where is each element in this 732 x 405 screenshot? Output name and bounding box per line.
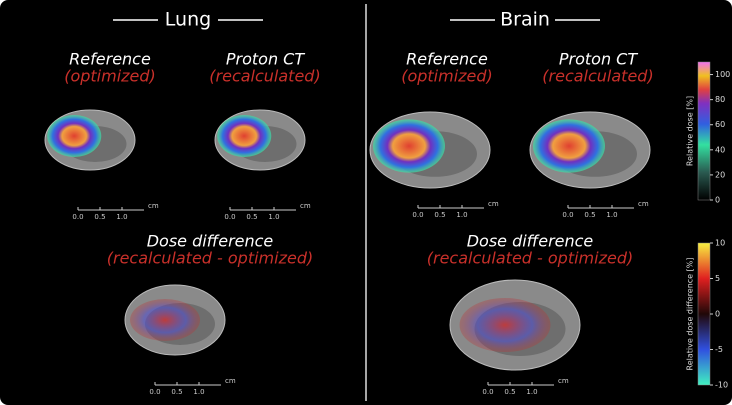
scale-label: 0.0	[482, 388, 493, 396]
scale-label: 0.5	[504, 388, 515, 396]
colorbar-tick-label: 0	[715, 310, 720, 319]
colorbar-tick-label: 10	[715, 239, 725, 248]
dose-overlay	[47, 115, 102, 157]
scale-label: 0.0	[72, 213, 83, 221]
image-subtitle: (optimized)	[401, 67, 493, 86]
image-title: Proton CT	[226, 50, 305, 69]
image-title: Dose difference	[147, 232, 274, 251]
colorbar-tick-label: 20	[715, 170, 725, 179]
scale-label: 0.0	[562, 211, 573, 219]
scale-label: 0.5	[584, 211, 595, 219]
scale-unit: cm	[148, 202, 159, 210]
scale-label: 1.0	[606, 211, 617, 219]
colorbar-tick-label: -5	[715, 345, 723, 354]
scale-label: 0.5	[171, 388, 182, 396]
scale-unit: cm	[300, 202, 311, 210]
dose-diff-overlay	[130, 299, 200, 341]
image-subtitle: (recalculated)	[542, 67, 653, 86]
scale-unit: cm	[488, 200, 499, 208]
scale-label: 0.0	[149, 388, 160, 396]
scale-label: 0.5	[246, 213, 257, 221]
colorbar-tick-label: 60	[715, 120, 725, 129]
colorbar	[697, 242, 711, 386]
image-subtitle: (recalculated - optimized)	[427, 249, 633, 268]
scale-label: 1.0	[193, 388, 204, 396]
colorbar-label: Relative dose [%]	[686, 96, 695, 166]
dose-overlay	[217, 115, 272, 157]
panel-title: Lung	[165, 9, 211, 31]
scale-label: 1.0	[456, 211, 467, 219]
scale-label: 1.0	[268, 213, 279, 221]
image-subtitle: (recalculated)	[209, 67, 320, 86]
image-title: Proton CT	[559, 50, 638, 69]
colorbar-tick-label: 40	[715, 145, 725, 154]
scale-unit: cm	[638, 200, 649, 208]
scale-label: 0.0	[412, 211, 423, 219]
image-title: Reference	[69, 50, 151, 69]
scale-label: 0.5	[434, 211, 445, 219]
image-title: Dose difference	[467, 232, 594, 251]
colorbar-tick-label: 80	[715, 95, 725, 104]
scale-label: 0.5	[94, 213, 105, 221]
dose-diff-overlay	[459, 298, 551, 352]
scale-unit: cm	[225, 377, 236, 385]
colorbar	[697, 61, 711, 201]
dose-overlay	[373, 119, 445, 173]
colorbar-tick-label: 5	[715, 274, 720, 283]
scale-label: 1.0	[116, 213, 127, 221]
colorbar-tick-label: 0	[715, 196, 720, 205]
image-subtitle: (optimized)	[64, 67, 156, 86]
scale-unit: cm	[558, 377, 569, 385]
image-title: Reference	[406, 50, 488, 69]
colorbar-tick-label: -10	[715, 381, 728, 390]
scale-label: 1.0	[526, 388, 537, 396]
scale-label: 0.0	[224, 213, 235, 221]
panel-title: Brain	[500, 9, 550, 31]
colorbar-tick-label: 100	[715, 70, 730, 79]
image-subtitle: (recalculated - optimized)	[107, 249, 313, 268]
colorbar-label: Relative dose difference [%]	[686, 258, 695, 371]
dose-overlay	[533, 119, 605, 173]
